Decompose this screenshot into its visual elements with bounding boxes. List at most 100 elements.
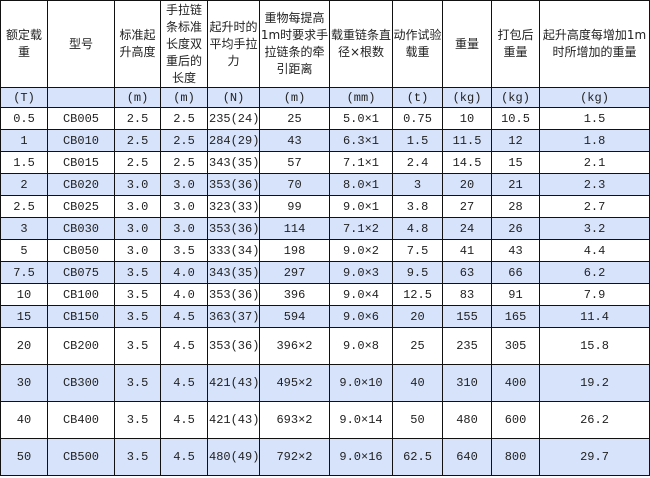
pull-force-cell: 363(37) xyxy=(207,305,260,328)
pull-distance-cell: 25 xyxy=(259,107,330,130)
rated-load-cell: 3 xyxy=(0,217,48,240)
chain-spec-cell: 5.0×1 xyxy=(329,107,393,130)
rated-load-cell: 1.5 xyxy=(0,151,48,174)
rated-load-cell: 20 xyxy=(0,327,48,365)
weight-cell: 10 xyxy=(442,107,492,130)
rated-load-cell: 2 xyxy=(0,173,48,196)
pull-distance-cell: 396×2 xyxy=(259,327,330,365)
weight-cell: 155 xyxy=(442,305,492,328)
lift-height-cell: 3.5 xyxy=(114,401,161,439)
extra-weight-per-m-cell: 19.2 xyxy=(539,364,650,402)
chain-length-cell: 2.5 xyxy=(160,129,208,152)
model-cell: CB500 xyxy=(47,438,115,476)
test-load-cell: 3.8 xyxy=(392,195,443,218)
test-load-cell: 7.5 xyxy=(392,239,443,262)
pull-force-cell: 323(33) xyxy=(207,195,260,218)
weight-cell: 83 xyxy=(442,283,492,306)
table-row: 1.5 CB015 2.5 2.5 343(35) 57 7.1×1 2.4 14.5 15 2.1 xyxy=(0,151,650,174)
test-load-cell: 25 xyxy=(392,327,443,365)
extra-weight-per-m-cell: 15.8 xyxy=(539,327,650,365)
extra-weight-per-m-cell: 4.4 xyxy=(539,239,650,262)
weight-cell: 27 xyxy=(442,195,492,218)
pull-force-cell: 353(36) xyxy=(207,217,260,240)
pull-force-cell: 421(43)×2 xyxy=(207,401,260,439)
extra-weight-per-m-cell: 7.9 xyxy=(539,283,650,306)
test-load-cell: 12.5 xyxy=(392,283,443,306)
rated-load-cell: 40 xyxy=(0,401,48,439)
lift-height-cell: 3.5 xyxy=(114,261,161,284)
packed-weight-cell: (kg) xyxy=(491,87,540,108)
pull-distance-cell: 396 xyxy=(259,283,330,306)
table-row: 3 CB030 3.0 3.0 353(36) 114 7.1×2 4.8 24 26 3.2 xyxy=(0,217,650,240)
extra-weight-per-m-cell: 2.7 xyxy=(539,195,650,218)
model-cell: CB025 xyxy=(47,195,115,218)
rated-load-cell: 0.5 xyxy=(0,107,48,130)
weight-cell: 480 xyxy=(442,401,492,439)
model-cell: CB075 xyxy=(47,261,115,284)
model-cell xyxy=(47,87,115,108)
extra-weight-per-m-cell: (kg) xyxy=(539,87,650,108)
extra-weight-per-m-cell: 1.5 xyxy=(539,107,650,130)
extra-weight-per-m-cell: 2.3 xyxy=(539,173,650,196)
pull-force-cell: 343(35) xyxy=(207,261,260,284)
rated-load-cell: (T) xyxy=(0,87,48,108)
rated-load-cell: 5 xyxy=(0,239,48,262)
packed-weight-cell: 10.5 xyxy=(491,107,540,130)
weight-cell: 14.5 xyxy=(442,151,492,174)
extra-weight-per-m-cell: 起升高度每增加1m时所增加的重量 xyxy=(539,0,650,88)
packed-weight-cell: 800 xyxy=(491,438,540,476)
pull-force-cell: 起升时的平均手拉力 xyxy=(207,0,260,88)
chain-length-cell: 4.0 xyxy=(160,261,208,284)
units-row: (T) (m) (m) (N) (m) (mm) (t) (kg) (kg) (kg) xyxy=(0,87,650,108)
rated-load-cell: 30 xyxy=(0,364,48,402)
rated-load-cell: 15 xyxy=(0,305,48,328)
test-load-cell: 3 xyxy=(392,173,443,196)
packed-weight-cell: 600 xyxy=(491,401,540,439)
pull-force-cell: 284(29) xyxy=(207,129,260,152)
table-row: 2.5 CB025 3.0 3.0 323(33) 99 9.0×1 3.8 27 28 2.7 xyxy=(0,195,650,218)
lift-height-cell: 3.5 xyxy=(114,327,161,365)
pull-distance-cell: 792×2 xyxy=(259,438,330,476)
lift-height-cell: (m) xyxy=(114,87,161,108)
model-cell: CB300 xyxy=(47,364,115,402)
model-cell: CB010 xyxy=(47,129,115,152)
pull-distance-cell: 70 xyxy=(259,173,330,196)
chain-spec-cell: 9.0×10 xyxy=(329,364,393,402)
extra-weight-per-m-cell: 1.8 xyxy=(539,129,650,152)
packed-weight-cell: 打包后重量 xyxy=(491,0,540,88)
chain-spec-cell: 9.0×2 xyxy=(329,239,393,262)
chain-length-cell: 4.5 xyxy=(160,401,208,439)
header-row: 额定载重 型号 标准起升高度 手拉链条标准长度双重后的长度 起升时的平均手拉力 重物每提高… xyxy=(0,0,650,88)
chain-spec-cell: 9.0×1 xyxy=(329,195,393,218)
lift-height-cell: 3.0 xyxy=(114,173,161,196)
packed-weight-cell: 15 xyxy=(491,151,540,174)
chain-length-cell: 4.0 xyxy=(160,283,208,306)
chain-length-cell: 4.5 xyxy=(160,438,208,476)
test-load-cell: 2.4 xyxy=(392,151,443,174)
test-load-cell: 9.5 xyxy=(392,261,443,284)
model-cell: CB005 xyxy=(47,107,115,130)
test-load-cell: 40 xyxy=(392,364,443,402)
test-load-cell: 50 xyxy=(392,401,443,439)
chain-length-cell: (m) xyxy=(160,87,208,108)
table-row: 30CB3003.54.5421(43)×2495×29.0×104031040… xyxy=(0,364,650,402)
rated-load-cell: 7.5 xyxy=(0,261,48,284)
table-row: 10 CB100 3.5 4.0 353(36) 396 9.0×4 12.5 83 91 7.9 xyxy=(0,283,650,306)
pull-force-cell: 333(34) xyxy=(207,239,260,262)
lift-height-cell: 3.5 xyxy=(114,438,161,476)
pull-force-cell: 353(36)×2 xyxy=(207,327,260,365)
chain-spec-cell: 6.3×1 xyxy=(329,129,393,152)
chain-spec-cell: 8.0×1 xyxy=(329,173,393,196)
lift-height-cell: 3.0 xyxy=(114,217,161,240)
table-row: 5 CB050 3.0 3.5 333(34) 198 9.0×2 7.5 41 43 4.4 xyxy=(0,239,650,262)
model-cell: CB400 xyxy=(47,401,115,439)
weight-cell: 235 xyxy=(442,327,492,365)
weight-cell: 41 xyxy=(442,239,492,262)
chain-spec-cell: (mm) xyxy=(329,87,393,108)
test-load-cell: 4.8 xyxy=(392,217,443,240)
packed-weight-cell: 28 xyxy=(491,195,540,218)
pull-force-cell: (N) xyxy=(207,87,260,108)
pull-force-cell: 343(35) xyxy=(207,151,260,174)
pull-force-cell: 421(43)×2 xyxy=(207,364,260,402)
